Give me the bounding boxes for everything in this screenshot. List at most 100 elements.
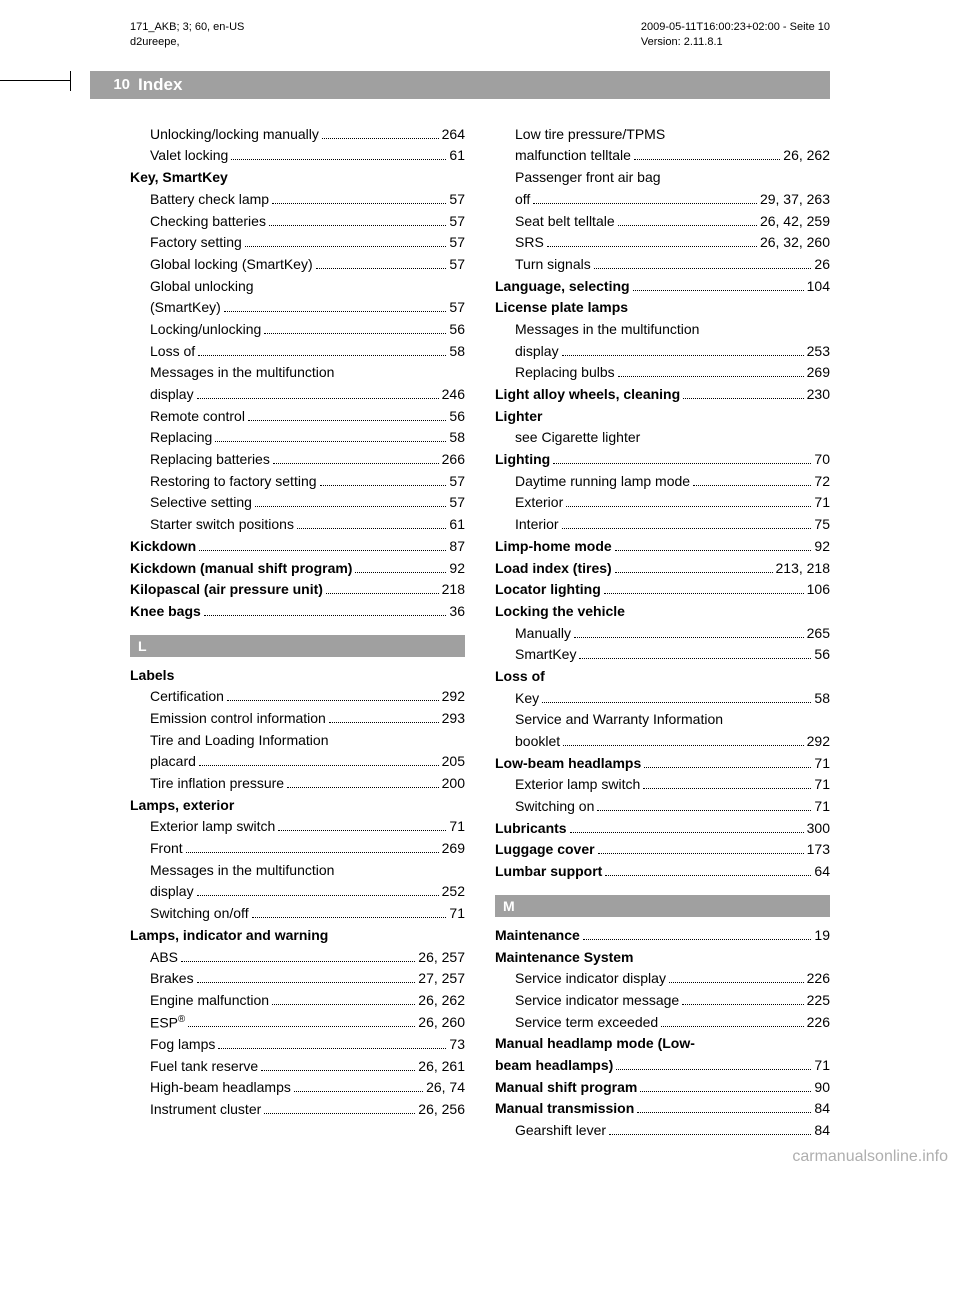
leader-dots — [320, 474, 447, 486]
index-page: 71 — [814, 1055, 830, 1077]
index-entry: Switching on71 — [495, 796, 830, 818]
leader-dots — [197, 884, 439, 896]
index-heading: License plate lamps — [495, 297, 830, 319]
index-entry: Factory setting57 — [130, 232, 465, 254]
index-entry: Global locking (SmartKey)57 — [130, 254, 465, 276]
index-page: 26, 74 — [426, 1077, 465, 1099]
leader-dots — [224, 300, 447, 312]
index-page: 26, 262 — [783, 145, 830, 167]
right-column: Low tire pressure/TPMSmalfunction tellta… — [495, 124, 830, 1142]
index-label: High-beam headlamps — [150, 1077, 291, 1099]
index-label: Checking batteries — [150, 211, 266, 233]
index-entry: Exterior lamp switch71 — [495, 774, 830, 796]
index-entry: Replacing58 — [130, 427, 465, 449]
index-page: 57 — [449, 254, 465, 276]
index-entry: Manual shift program90 — [495, 1077, 830, 1099]
index-entry: ABS26, 257 — [130, 947, 465, 969]
index-label: display — [150, 881, 194, 903]
index-page: 253 — [807, 341, 830, 363]
index-heading: Labels — [130, 665, 465, 687]
index-page: 87 — [449, 536, 465, 558]
index-label: Lumbar support — [495, 861, 602, 883]
index-page: 292 — [807, 731, 830, 753]
index-label: Replacing batteries — [150, 449, 270, 471]
index-page: 26, 261 — [418, 1056, 465, 1078]
index-label: Fuel tank reserve — [150, 1056, 258, 1078]
leader-dots — [616, 1058, 811, 1070]
index-entry: Lumbar support64 — [495, 861, 830, 883]
index-entry: ESP®26, 260 — [130, 1012, 465, 1034]
index-label: Exterior lamp switch — [515, 774, 640, 796]
index-entry: Service indicator display226 — [495, 968, 830, 990]
index-label: Light alloy wheels, cleaning — [495, 384, 680, 406]
index-label: display — [150, 384, 194, 406]
leader-dots — [215, 430, 446, 442]
index-entry: Maintenance19 — [495, 925, 830, 947]
index-label: SRS — [515, 232, 544, 254]
index-page: 70 — [814, 449, 830, 471]
index-page: 200 — [442, 773, 465, 795]
leader-dots — [553, 452, 811, 464]
leader-dots — [294, 1080, 423, 1092]
index-label: Replacing bulbs — [515, 362, 615, 384]
leader-dots — [199, 539, 446, 551]
section-letter: L — [130, 635, 465, 657]
index-label: beam headlamps) — [495, 1055, 613, 1077]
index-page: 246 — [442, 384, 465, 406]
index-page: 293 — [442, 708, 465, 730]
index-page: 71 — [449, 816, 465, 838]
leader-dots — [683, 387, 803, 399]
index-label: Luggage cover — [495, 839, 595, 861]
index-heading: Lamps, indicator and warning — [130, 925, 465, 947]
index-page: 205 — [442, 751, 465, 773]
index-entry: Language, selecting104 — [495, 276, 830, 298]
index-entry: High-beam headlamps 26, 74 — [130, 1077, 465, 1099]
header-meta: 171_AKB; 3; 60, en-US d2ureepe, 2009-05-… — [0, 0, 960, 51]
index-label: Manual shift program — [495, 1077, 637, 1099]
index-label: Valet locking — [150, 145, 228, 167]
index-page: 29, 37, 263 — [760, 189, 830, 211]
leader-dots — [248, 409, 446, 421]
index-entry: Luggage cover173 — [495, 839, 830, 861]
leader-dots — [261, 1058, 415, 1070]
index-page: 58 — [814, 688, 830, 710]
index-line: Passenger front air bag — [495, 167, 830, 189]
index-entry: Light alloy wheels, cleaning230 — [495, 384, 830, 406]
index-label: Service indicator message — [515, 990, 679, 1012]
index-page: 269 — [442, 838, 465, 860]
index-label: SmartKey — [515, 644, 576, 666]
index-heading: Lamps, exterior — [130, 795, 465, 817]
index-page: 57 — [449, 297, 465, 319]
index-entry: Exterior lamp switch71 — [130, 816, 465, 838]
index-label: ESP® — [150, 1012, 185, 1034]
leader-dots — [227, 689, 439, 701]
index-entry: Certification292 — [130, 686, 465, 708]
index-entry: Daytime running lamp mode72 — [495, 471, 830, 493]
index-page: 72 — [814, 471, 830, 493]
index-page: 218 — [442, 579, 465, 601]
index-label: Low-beam headlamps — [495, 753, 641, 775]
index-label: Replacing — [150, 427, 212, 449]
leader-dots — [615, 560, 773, 572]
leader-dots — [181, 949, 415, 961]
index-label: Knee bags — [130, 601, 201, 623]
leader-dots — [644, 756, 811, 768]
index-entry: Valet locking61 — [130, 145, 465, 167]
index-label: Language, selecting — [495, 276, 630, 298]
index-entry: beam headlamps) 71 — [495, 1055, 830, 1077]
leader-dots — [570, 821, 804, 833]
index-page: 75 — [814, 514, 830, 536]
leader-dots — [287, 776, 439, 788]
leader-dots — [633, 278, 804, 290]
leader-dots — [204, 604, 447, 616]
index-see: see Cigarette lighter — [495, 427, 830, 449]
left-column: Unlocking/locking manually264Valet locki… — [130, 124, 465, 1142]
index-label: off — [515, 189, 530, 211]
index-entry: Interior75 — [495, 514, 830, 536]
index-page: 71 — [814, 492, 830, 514]
index-label: Kickdown (manual shift program) — [130, 558, 352, 580]
index-page: 19 — [814, 925, 830, 947]
index-page: 56 — [814, 644, 830, 666]
index-entry: Load index (tires)213, 218 — [495, 558, 830, 580]
index-entry: Replacing bulbs269 — [495, 362, 830, 384]
